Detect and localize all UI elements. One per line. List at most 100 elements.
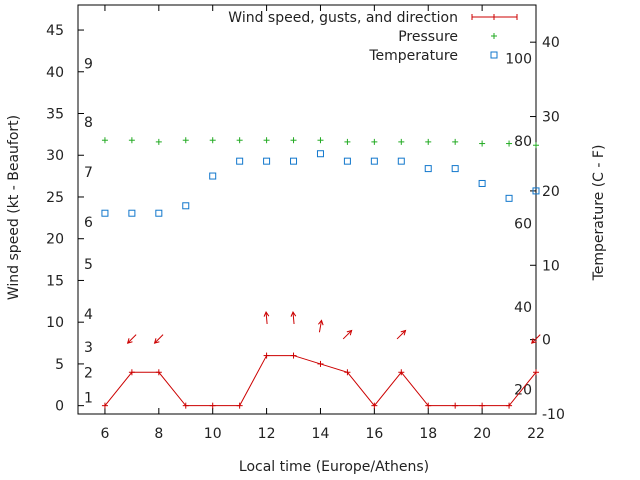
y-tick-label: 20 — [46, 232, 64, 248]
arrow-shaft — [342, 330, 353, 340]
pressure-point — [425, 138, 432, 145]
x-tick-label: 6 — [100, 426, 109, 442]
wind-direction-arrow — [290, 310, 297, 325]
pressure-point — [533, 142, 539, 149]
wind-direction-arrow — [317, 319, 324, 333]
temperature-point — [397, 157, 405, 165]
plot-frame — [77, 4, 537, 415]
data-layer — [101, 137, 541, 409]
pressure-point — [344, 138, 351, 145]
legend-label: Wind speed, gusts, and direction — [228, 10, 458, 26]
x-axis-title: Local time (Europe/Athens) — [239, 459, 429, 475]
wind-speed-point — [290, 352, 297, 359]
arrow-shaft — [265, 311, 268, 325]
arrow-head — [290, 310, 297, 317]
wind-speed-point — [182, 402, 189, 409]
wind-speed-point — [533, 369, 539, 376]
y2-tick-label: 0 — [542, 333, 551, 349]
beaufort-label: 1 — [84, 390, 93, 406]
beaufort-label: 2 — [84, 365, 93, 381]
temperature-point — [182, 202, 190, 210]
pressure-point — [182, 137, 189, 144]
wind-speed-point — [263, 352, 270, 359]
arrow-head — [263, 310, 270, 317]
beaufort-label: 9 — [84, 56, 93, 72]
y-tick-label: 45 — [46, 23, 64, 39]
axes-layer: 6 8 10 12 14 16 18 20 22051015202530354045-10010… — [6, 4, 607, 475]
y-tick-label: 15 — [46, 273, 64, 289]
temperature-point — [424, 165, 432, 173]
pressure-point — [236, 137, 243, 144]
temperature-point — [532, 187, 540, 195]
pressure-point — [317, 137, 324, 144]
wind-speed-point — [344, 369, 351, 376]
y-tick-label: 10 — [46, 315, 64, 331]
pressure-point — [479, 140, 486, 147]
x-tick-label: 18 — [419, 426, 437, 442]
pressure-point — [452, 138, 459, 145]
wind-speed-point — [209, 402, 216, 409]
y2-tick-label: 30 — [542, 110, 560, 126]
fahrenheit-label: 100 — [505, 52, 532, 68]
pressure-point — [290, 137, 297, 144]
x-tick-label: 12 — [258, 426, 276, 442]
pressure-point — [209, 137, 216, 144]
temperature-point — [451, 165, 459, 173]
legend: Wind speed, gusts, and direction Pressure… — [228, 10, 518, 64]
temperature-point — [128, 209, 136, 217]
arrow-shaft — [154, 334, 164, 344]
fahrenheit-label: 80 — [514, 134, 532, 150]
wind-direction-arrow — [263, 310, 270, 325]
y2-axis-title: Temperature (C - F) — [591, 145, 607, 282]
y-tick-label: 35 — [46, 107, 64, 123]
temperature-point — [478, 179, 486, 187]
arrow-head — [153, 338, 160, 344]
wind-speed-point — [128, 369, 135, 376]
temperature-point — [316, 150, 324, 158]
arrow-head — [317, 319, 324, 326]
arrow-head — [346, 329, 353, 336]
arrow-shaft — [127, 334, 137, 344]
pressure-point — [101, 137, 108, 144]
pressure-point — [128, 137, 135, 144]
pressure-point — [398, 138, 405, 145]
pressure-point — [371, 138, 378, 145]
arrow-shaft — [292, 311, 295, 325]
pressure-point — [506, 140, 513, 147]
x-tick-label: 10 — [204, 426, 222, 442]
arrow-head — [400, 329, 407, 336]
beaufort-label: 8 — [84, 115, 93, 131]
temperature-point — [263, 157, 271, 165]
wind-direction-arrow — [396, 329, 407, 340]
arrow-shaft — [318, 320, 323, 333]
temperature-point — [236, 157, 244, 165]
y2-tick-label: 20 — [542, 184, 560, 200]
x-tick-label: 22 — [527, 426, 545, 442]
fahrenheit-label: 60 — [514, 217, 532, 233]
x-tick-label: 16 — [365, 426, 383, 442]
wind-direction-arrow — [126, 334, 137, 344]
y2-tick-label: 10 — [542, 258, 560, 274]
wind-speed-point — [452, 402, 459, 409]
fahrenheit-label: 40 — [514, 300, 532, 316]
legend-temperature-marker — [490, 51, 498, 59]
wind-direction-arrow — [531, 334, 541, 344]
arrow-shaft — [531, 334, 541, 344]
y-tick-label: 5 — [55, 357, 64, 373]
x-tick-label: 20 — [473, 426, 491, 442]
wind-speed-point — [155, 369, 162, 376]
wind-speed-point — [479, 402, 486, 409]
pressure-point — [155, 138, 162, 145]
y-tick-label: 25 — [46, 190, 64, 206]
y-tick-label: 40 — [46, 65, 64, 81]
wind-direction-arrow — [342, 329, 353, 340]
wind-speed-point — [398, 369, 405, 376]
beaufort-label: 6 — [84, 215, 93, 231]
wind-speed-point — [371, 402, 378, 409]
legend-label: Temperature — [368, 48, 458, 64]
pressure-point — [263, 137, 270, 144]
y-axis-title: Wind speed (kt - Beaufort) — [6, 115, 22, 300]
y2-tick-label: -10 — [542, 407, 565, 423]
temperature-point — [290, 157, 298, 165]
